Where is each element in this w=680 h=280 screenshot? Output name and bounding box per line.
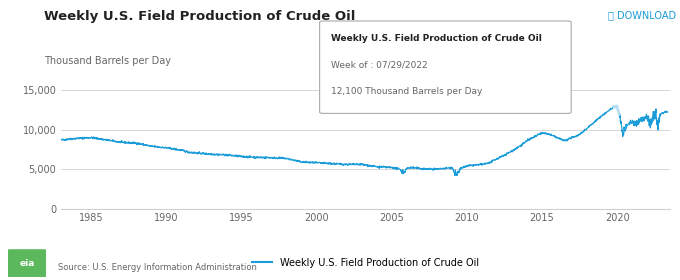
FancyBboxPatch shape bbox=[6, 249, 48, 277]
Text: eia: eia bbox=[19, 259, 35, 268]
Legend: Weekly U.S. Field Production of Crude Oil: Weekly U.S. Field Production of Crude Oi… bbox=[248, 254, 483, 271]
Text: Week of : 07/29/2022: Week of : 07/29/2022 bbox=[331, 60, 428, 69]
Text: 12,100 Thousand Barrels per Day: 12,100 Thousand Barrels per Day bbox=[331, 87, 483, 96]
Text: ⤓ DOWNLOAD: ⤓ DOWNLOAD bbox=[609, 10, 677, 20]
Text: Source: U.S. Energy Information Administration: Source: U.S. Energy Information Administ… bbox=[58, 263, 256, 272]
Text: Weekly U.S. Field Production of Crude Oil: Weekly U.S. Field Production of Crude Oi… bbox=[331, 34, 542, 43]
Text: Weekly U.S. Field Production of Crude Oil: Weekly U.S. Field Production of Crude Oi… bbox=[44, 10, 356, 23]
Text: Thousand Barrels per Day: Thousand Barrels per Day bbox=[44, 56, 171, 66]
